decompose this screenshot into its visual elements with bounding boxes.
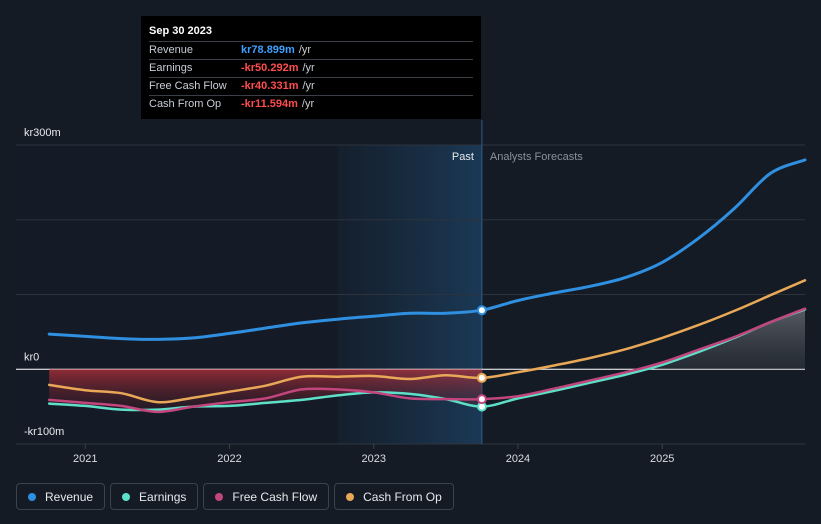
- tooltip-date: Sep 30 2023: [149, 25, 212, 37]
- series-line-revenue: [47, 158, 807, 341]
- legend-dot-icon: [28, 492, 36, 501]
- marker-free-cash-flow: [476, 394, 487, 405]
- tooltip-unit: /yr: [302, 62, 315, 74]
- x-tick-label: 2024: [506, 453, 530, 465]
- series-line-earnings: [47, 308, 807, 412]
- tooltip-label: Earnings: [149, 62, 193, 74]
- legend-dot-icon: [215, 492, 224, 501]
- tooltip-value: -kr50.292m: [241, 62, 299, 74]
- x-tick-label: 2023: [361, 453, 385, 465]
- series-markers: [476, 305, 487, 412]
- past-label: Past: [452, 151, 474, 163]
- series-line-free-cash-flow: [47, 307, 807, 414]
- legend-label: Cash From Op: [363, 489, 442, 504]
- legend-item-earnings[interactable]: Earnings: [110, 483, 199, 510]
- legend-item-cash-from-op[interactable]: Cash From Op: [334, 483, 454, 510]
- loss-area: [49, 369, 482, 411]
- series-line-cash-from-op: [47, 279, 807, 404]
- axis-labels: kr300m kr0 -kr100m 2021 2022 2023 2024 2025 Past…: [24, 127, 674, 465]
- legend-dot-icon: [122, 492, 131, 501]
- legend: Revenue Earnings Free Cash Flow Cash Fro…: [16, 483, 454, 510]
- x-tick-label: 2022: [217, 453, 241, 465]
- tooltip-value: kr78.899m: [241, 44, 295, 56]
- tooltip-row-earnings: Earnings -kr50.292m /yr: [149, 59, 473, 77]
- legend-item-free-cash-flow[interactable]: Free Cash Flow: [203, 483, 330, 510]
- tooltip-label: Free Cash Flow: [149, 80, 227, 92]
- forecast-label: Analysts Forecasts: [490, 151, 583, 163]
- series-lines: [47, 158, 807, 414]
- tooltip-row-free-cash-flow: Free Cash Flow -kr40.331m /yr: [149, 77, 473, 95]
- legend-label: Revenue: [45, 489, 94, 504]
- marker-cash-from-op: [476, 372, 487, 383]
- legend-dot-icon: [346, 492, 355, 501]
- x-tick-label: 2025: [650, 453, 674, 465]
- tooltip-unit: /yr: [302, 80, 315, 92]
- tooltip-unit: /yr: [298, 44, 312, 56]
- tooltip-row-cash-from-op: Cash From Op -kr11.594m /yr: [149, 95, 473, 113]
- marker-revenue: [476, 305, 487, 316]
- tooltip: Sep 30 2023 Revenue kr78.899m /yr Earnin…: [141, 16, 481, 119]
- y-axis-label: -kr100m: [24, 426, 64, 438]
- tooltip-row-revenue: Revenue kr78.899m /yr: [149, 41, 473, 59]
- legend-label: Free Cash Flow: [232, 489, 318, 504]
- tooltip-value: -kr40.331m: [241, 80, 299, 92]
- tooltip-value: -kr11.594m: [241, 98, 298, 110]
- tooltip-label: Cash From Op: [149, 98, 222, 110]
- x-tick-label: 2021: [73, 453, 97, 465]
- tooltip-label: Revenue: [149, 44, 194, 56]
- legend-item-revenue[interactable]: Revenue: [16, 483, 106, 510]
- y-axis-label: kr300m: [24, 127, 61, 139]
- tooltip-unit: /yr: [301, 98, 315, 110]
- legend-label: Earnings: [139, 489, 187, 504]
- y-axis-label: kr0: [24, 351, 39, 363]
